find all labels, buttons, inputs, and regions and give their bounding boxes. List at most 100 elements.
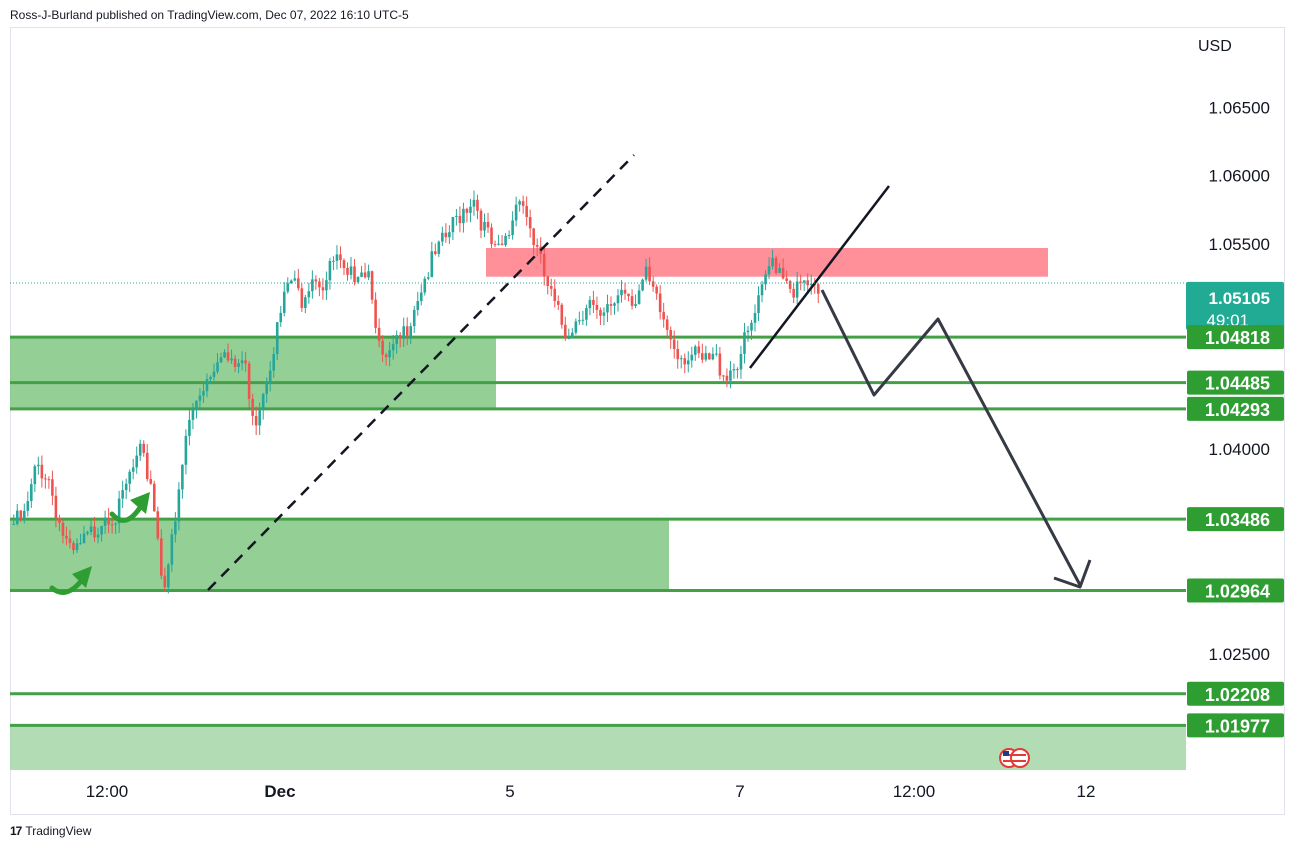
candle-body (799, 281, 802, 283)
candle-body (223, 352, 226, 358)
candle-body (525, 205, 528, 218)
candle-body (521, 201, 525, 206)
candle-body (809, 284, 813, 286)
candle-body (423, 278, 427, 293)
candle-body (163, 575, 167, 588)
candle-body (181, 464, 184, 490)
candle-body (160, 538, 163, 576)
candle-body (205, 379, 209, 392)
candle-body (655, 286, 658, 294)
candle-body (802, 280, 806, 283)
level-price-badge (1187, 396, 1284, 421)
time-axis[interactable]: 12:00 Dec 5 7 12:00 12 (86, 782, 1096, 801)
candle-body (511, 220, 514, 236)
candle-body (634, 303, 637, 306)
candle-body (679, 358, 683, 360)
candle-body (532, 228, 535, 245)
price-axis-ticks: 1.06500 1.06000 1.05500 1.04000 1.02500 (1209, 98, 1270, 664)
candle-body (658, 293, 662, 313)
candle-body (247, 363, 251, 399)
candle-body (216, 362, 219, 372)
candle-body (683, 358, 687, 365)
candle-body (743, 332, 746, 354)
candle-body (553, 288, 557, 302)
candle-body (22, 510, 26, 520)
candle-body (627, 293, 630, 297)
level-price-badge (1187, 507, 1284, 532)
candle-body (764, 274, 767, 285)
time-tick-label: 5 (505, 782, 514, 801)
candle-body (61, 522, 65, 536)
candle-body (507, 235, 511, 237)
candle-body (65, 535, 68, 539)
candle-body (613, 303, 616, 306)
candle-body (300, 288, 304, 308)
candle-body (693, 346, 697, 355)
tradingview-logo-icon: 17 (10, 824, 22, 838)
level-price-badge (1187, 325, 1284, 350)
candle-body (616, 295, 620, 304)
candle-body (124, 483, 128, 491)
currency-label: USD (1198, 38, 1232, 55)
candle-body (444, 232, 448, 238)
zones-layer (10, 248, 1186, 770)
price-tick-label: 1.06000 (1209, 167, 1270, 186)
candle-body (40, 464, 44, 479)
candle-body (202, 391, 205, 396)
candle-body (546, 276, 550, 287)
level-price-badge (1187, 681, 1284, 706)
candle-body (708, 353, 711, 360)
candle-body (434, 251, 437, 254)
candle-body (750, 322, 753, 331)
candle-body (191, 409, 195, 420)
candle-body (286, 283, 290, 292)
candle-body (209, 376, 212, 380)
candle-body (606, 304, 609, 313)
candle-body (349, 266, 353, 275)
candle-body (328, 260, 332, 281)
candle-body (493, 244, 497, 246)
candle-body (188, 419, 191, 436)
candle-body (251, 398, 254, 416)
candle-body (669, 329, 672, 340)
candle-body (469, 206, 472, 213)
candle-body (142, 443, 146, 453)
price-tick-label: 1.05500 (1209, 235, 1270, 254)
level-price-badge (1187, 713, 1284, 738)
candle-body (771, 258, 774, 267)
candle-body (697, 346, 701, 354)
candle-body (715, 353, 718, 355)
candle-body (384, 354, 388, 358)
candle-body (131, 467, 135, 472)
candle-body (145, 452, 149, 480)
candle-body (718, 353, 722, 376)
time-tick-label: 7 (735, 782, 744, 801)
price-axis[interactable]: USD (1198, 38, 1232, 55)
candle-body (135, 455, 139, 468)
candle-body (672, 339, 676, 349)
curved-up-arrow-icon (109, 492, 150, 523)
level-price-badge (1187, 578, 1284, 603)
drawings-layer (49, 154, 1092, 768)
candle-body (360, 272, 363, 277)
tradingview-footer[interactable]: 17 TradingView (10, 824, 91, 838)
candle-body (89, 526, 93, 532)
candle-body (602, 312, 606, 316)
candle-body (620, 289, 623, 296)
candle-body (686, 360, 690, 365)
candle-body (402, 326, 406, 338)
candle-body (381, 340, 384, 355)
candle-body (353, 266, 356, 283)
candle-body (258, 410, 261, 426)
candle-body (753, 313, 757, 323)
time-tick-label: 12 (1077, 782, 1096, 801)
candle-body (472, 199, 476, 207)
candle-body (644, 266, 648, 280)
candle-body (37, 464, 40, 467)
candle-body (58, 518, 61, 523)
last-price-value: 1.05105 (1209, 289, 1270, 308)
us-flag-event-icon[interactable] (999, 748, 1030, 768)
candle-body (701, 353, 704, 360)
candle-body (244, 360, 247, 364)
